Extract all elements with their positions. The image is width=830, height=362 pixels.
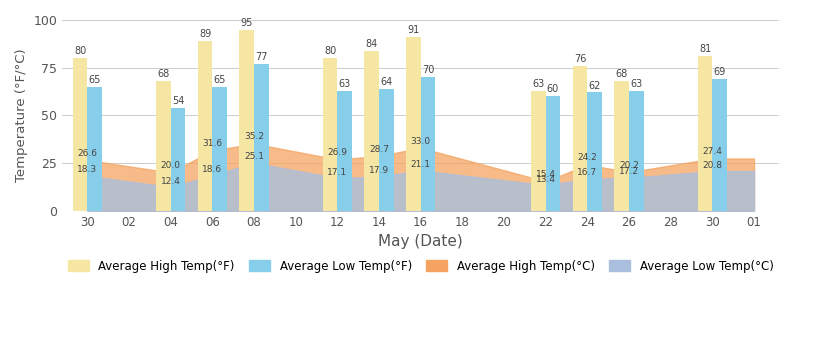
Bar xyxy=(337,90,352,211)
Bar xyxy=(239,30,254,211)
Bar xyxy=(87,87,102,211)
Text: 35.2: 35.2 xyxy=(244,132,264,141)
Bar xyxy=(545,96,560,211)
Text: 26.6: 26.6 xyxy=(77,149,97,158)
Text: 20.8: 20.8 xyxy=(702,161,722,169)
Text: 63: 63 xyxy=(339,79,351,89)
Bar xyxy=(364,51,379,211)
Text: 81: 81 xyxy=(699,44,711,54)
Bar xyxy=(614,81,629,211)
Text: 80: 80 xyxy=(324,46,336,56)
Text: 84: 84 xyxy=(365,39,378,49)
Bar xyxy=(531,90,545,211)
Bar xyxy=(156,81,171,211)
Text: 17.9: 17.9 xyxy=(369,166,389,175)
Text: 80: 80 xyxy=(74,46,86,56)
Text: 28.7: 28.7 xyxy=(369,145,389,154)
Text: 27.4: 27.4 xyxy=(702,147,722,156)
Bar xyxy=(712,79,727,211)
Text: 15.4: 15.4 xyxy=(535,170,555,179)
Bar xyxy=(323,58,337,211)
Bar xyxy=(254,64,269,211)
Bar xyxy=(588,93,602,211)
Text: 68: 68 xyxy=(616,69,627,79)
Text: 65: 65 xyxy=(89,75,100,85)
Text: 65: 65 xyxy=(213,75,226,85)
Text: 89: 89 xyxy=(199,29,211,39)
Text: 76: 76 xyxy=(574,54,586,64)
Text: 18.3: 18.3 xyxy=(77,165,97,174)
Bar xyxy=(698,56,712,211)
Text: 17.1: 17.1 xyxy=(327,168,348,177)
Bar xyxy=(212,87,227,211)
Bar xyxy=(629,90,643,211)
Bar xyxy=(198,41,212,211)
Text: 17.2: 17.2 xyxy=(619,168,639,176)
Text: 69: 69 xyxy=(714,67,725,77)
Text: 68: 68 xyxy=(157,69,169,79)
Text: 77: 77 xyxy=(255,52,267,62)
Bar xyxy=(421,77,435,211)
Text: 20.2: 20.2 xyxy=(619,161,639,170)
Text: 25.1: 25.1 xyxy=(244,152,264,161)
Bar xyxy=(171,108,185,211)
Text: 63: 63 xyxy=(630,79,642,89)
Text: 64: 64 xyxy=(380,77,393,87)
Bar xyxy=(379,89,393,211)
Text: 26.9: 26.9 xyxy=(327,148,347,157)
X-axis label: May (Date): May (Date) xyxy=(378,234,463,249)
Bar xyxy=(406,37,421,211)
Text: 13.4: 13.4 xyxy=(535,175,555,184)
Bar xyxy=(73,58,87,211)
Text: 24.2: 24.2 xyxy=(578,153,598,162)
Text: 54: 54 xyxy=(172,96,184,106)
Y-axis label: Temperature (°F/°C): Temperature (°F/°C) xyxy=(15,49,28,182)
Text: 91: 91 xyxy=(408,25,419,35)
Text: 62: 62 xyxy=(588,81,601,90)
Text: 70: 70 xyxy=(422,65,434,75)
Text: 18.6: 18.6 xyxy=(203,165,222,174)
Text: 95: 95 xyxy=(241,18,253,28)
Text: 60: 60 xyxy=(547,84,559,94)
Text: 16.7: 16.7 xyxy=(578,168,598,177)
Text: 63: 63 xyxy=(532,79,544,89)
Legend: Average High Temp(°F), Average Low Temp(°F), Average High Temp(°C), Average Low : Average High Temp(°F), Average Low Temp(… xyxy=(63,255,779,277)
Text: 21.1: 21.1 xyxy=(411,160,431,169)
Text: 31.6: 31.6 xyxy=(203,139,222,148)
Bar xyxy=(573,66,588,211)
Text: 12.4: 12.4 xyxy=(161,177,181,186)
Text: 33.0: 33.0 xyxy=(411,136,431,146)
Text: 20.0: 20.0 xyxy=(161,161,181,171)
